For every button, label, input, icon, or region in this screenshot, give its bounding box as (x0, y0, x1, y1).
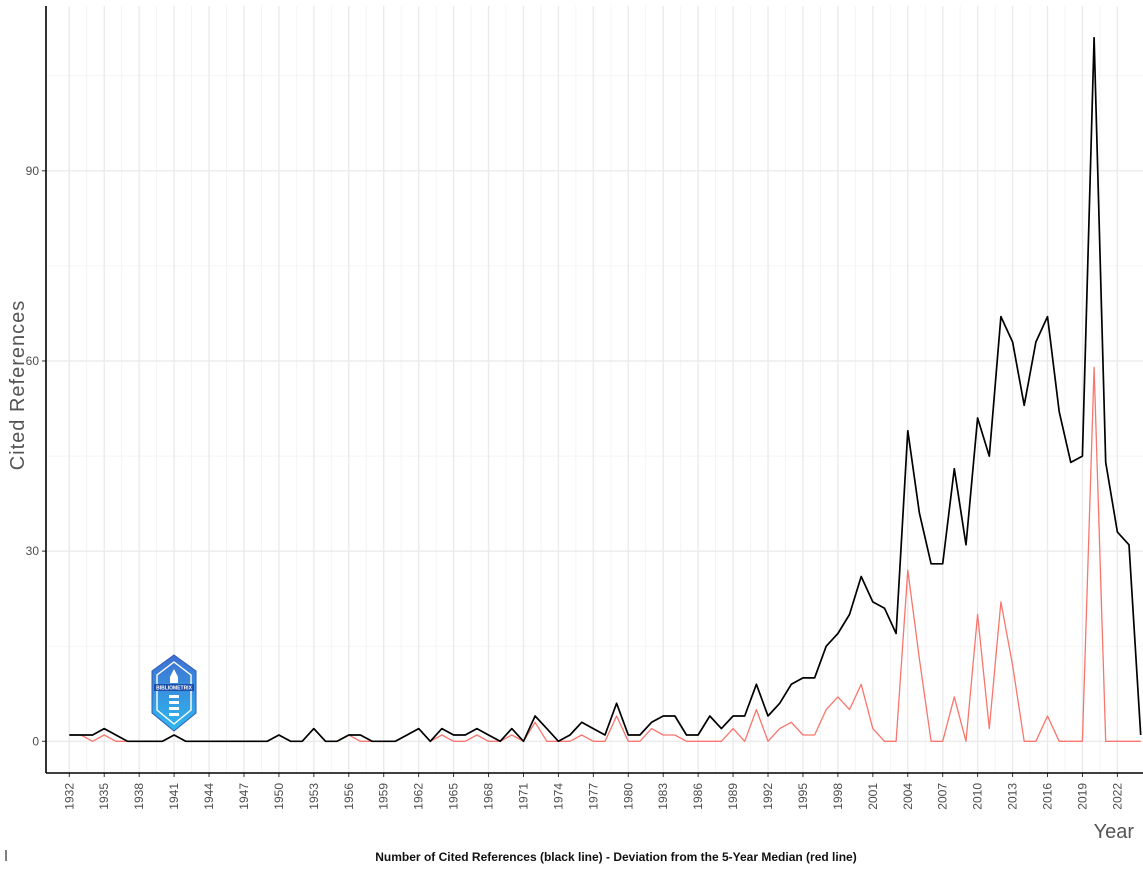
x-tick-label: 1989 (726, 783, 740, 810)
x-tick-label: 2013 (1006, 783, 1020, 810)
svg-text:BIBLIOMETRIX: BIBLIOMETRIX (156, 686, 192, 692)
x-tick-label: 1980 (621, 783, 635, 810)
x-tick-label: 1983 (656, 783, 670, 810)
y-tick-label: 30 (26, 544, 40, 558)
x-tick-label: 1947 (237, 783, 251, 810)
x-tick-label: 1932 (62, 783, 76, 810)
x-tick-label: 1965 (447, 783, 461, 810)
x-tick-label: 2001 (866, 783, 880, 810)
x-tick-label: 1959 (377, 783, 391, 810)
x-tick-label: 2022 (1110, 783, 1124, 810)
x-tick-label: 1950 (272, 783, 286, 810)
x-tick-label: 1998 (831, 783, 845, 810)
x-tick-label: 1935 (97, 783, 111, 810)
y-tick-label: 90 (26, 164, 40, 178)
x-tick-label: 1974 (551, 783, 565, 810)
y-tick-label: 0 (32, 734, 39, 748)
bibliometrix-logo: BIBLIOMETRIX (151, 654, 197, 732)
x-tick-label: 1992 (761, 783, 775, 810)
x-tick-labels: 1932 1935 1938 1941 1944 1947 1950 1953 1956 1959… (62, 783, 1124, 810)
x-tick-label: 1968 (482, 783, 496, 810)
x-tick-label: 1938 (132, 783, 146, 810)
x-tick-label: 1971 (516, 783, 530, 810)
x-tick-label: 2007 (936, 783, 950, 810)
x-tick-label: 1962 (412, 783, 426, 810)
x-tick-label: 1944 (202, 783, 216, 810)
minor-gridlines (46, 6, 1143, 773)
x-tick-label: 2019 (1075, 783, 1089, 810)
y-tick-labels: 0 30 60 90 (26, 164, 40, 748)
axes (42, 6, 1143, 777)
series-layer (69, 36, 1142, 743)
x-tick-label: 1977 (586, 783, 600, 810)
chart-caption: Number of Cited References (black line) … (375, 850, 856, 864)
y-tick-label: 60 (26, 354, 40, 368)
x-tick-label: 2016 (1041, 783, 1055, 810)
x-tick-label: 2010 (971, 783, 985, 810)
y-axis-label: Cited References (7, 300, 29, 471)
x-tick-label: 1941 (167, 783, 181, 810)
x-tick-label: 1995 (796, 783, 810, 810)
major-gridlines (46, 6, 1143, 773)
x-tick-label: 2004 (901, 783, 915, 810)
x-tick-label: 1986 (691, 783, 705, 810)
x-tick-label: 1956 (342, 783, 356, 810)
cited-references-line (69, 36, 1142, 743)
x-tick-label: 1953 (307, 783, 321, 810)
x-axis-label: Year (1094, 821, 1135, 843)
